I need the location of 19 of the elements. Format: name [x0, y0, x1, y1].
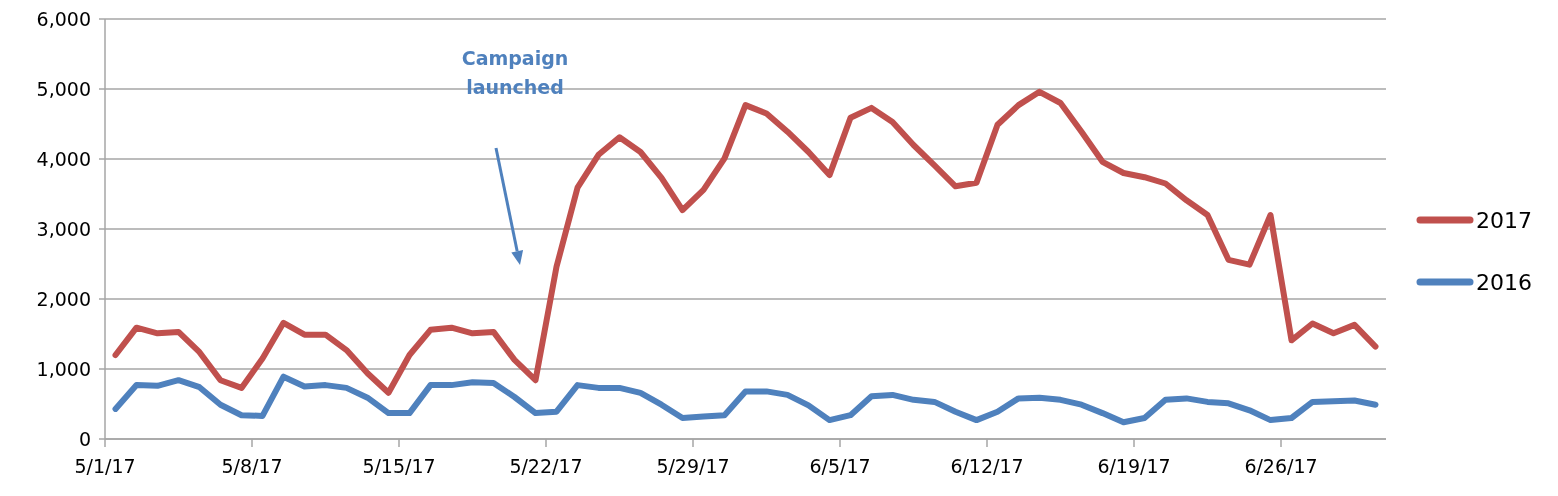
x-tick-label: 6/19/17: [1097, 455, 1171, 477]
x-tick-label: 5/15/17: [362, 455, 436, 477]
y-tick-label: 6,000: [36, 7, 91, 30]
legend-label: 2016: [1476, 269, 1532, 295]
x-tick-label: 5/8/17: [221, 455, 283, 477]
y-tick-label: 0: [78, 427, 91, 450]
x-tick-label: 6/26/17: [1244, 455, 1318, 477]
x-tick-label: 6/5/17: [809, 455, 871, 477]
legend-label: 2017: [1476, 207, 1532, 233]
y-tick-label: 1,000: [36, 357, 91, 380]
x-tick-label: 5/29/17: [656, 455, 730, 477]
y-tick-label: 4,000: [36, 147, 91, 170]
y-tick-label: 5,000: [36, 77, 91, 100]
annotation: Campaign launched: [461, 47, 569, 98]
y-tick-label: 2,000: [36, 287, 91, 310]
x-tick-label: 5/1/17: [74, 455, 136, 477]
x-tick-label: 6/12/17: [950, 455, 1024, 477]
y-tick-label: 3,000: [36, 217, 91, 240]
x-tick-label: 5/22/17: [509, 455, 583, 477]
